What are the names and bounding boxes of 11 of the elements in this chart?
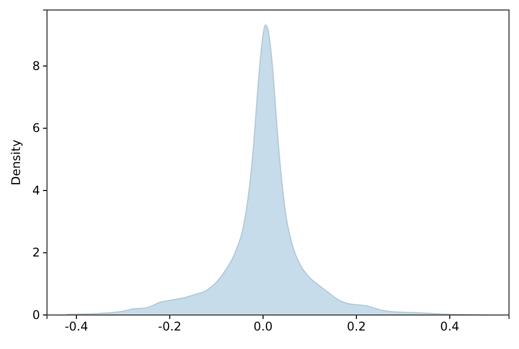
- x-tick-label: -0.4: [64, 320, 88, 334]
- y-tick-label: 2: [32, 246, 40, 260]
- x-tick-label: 0.0: [254, 320, 273, 334]
- x-tick-label: 0.4: [440, 320, 460, 334]
- y-tick-label: 4: [32, 183, 40, 198]
- y-tick-label: 0: [32, 308, 40, 322]
- y-tick-label: 6: [32, 121, 40, 136]
- x-tick-label: -0.2: [158, 320, 182, 334]
- y-tick-label: 8: [32, 58, 40, 73]
- y-axis-title: Density: [9, 140, 23, 186]
- x-tick-label: 0.2: [346, 320, 366, 334]
